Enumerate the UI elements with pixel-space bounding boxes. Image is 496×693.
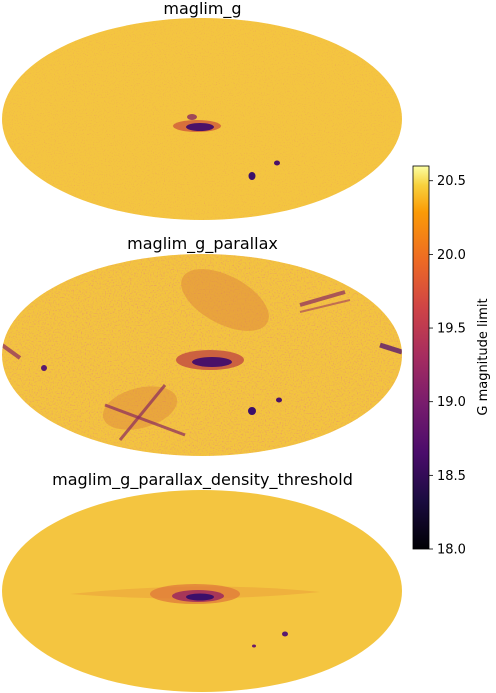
galactic-bulge-1-core	[186, 123, 214, 131]
smc-3	[252, 644, 256, 648]
colorbar-ticks: 18.0 18.5 19.0 19.5 20.0 20.5	[429, 174, 466, 558]
colorbar-tick-label: 19.0	[437, 395, 466, 410]
colorbar-tick-label: 18.5	[437, 469, 466, 484]
colorbar: 18.0 18.5 19.0 19.5 20.0 20.5 G magnitude lim…	[412, 165, 491, 558]
lmc-3	[282, 631, 288, 637]
lmc-2	[248, 407, 256, 415]
smc-1	[274, 160, 280, 166]
scan-region-1	[181, 269, 269, 331]
scan-region-2	[102, 386, 178, 430]
colorbar-tick-label: 19.5	[437, 322, 466, 337]
sky-map-1-noise	[2, 18, 402, 220]
panel-title-1: maglim_g	[163, 0, 242, 18]
smc-2	[276, 397, 282, 403]
panel-title-2: maglim_g_parallax	[127, 234, 278, 253]
sky-map-2	[2, 254, 402, 456]
colorbar-tick-label: 20.5	[437, 174, 466, 189]
colorbar-label: G magnitude limit	[476, 298, 491, 415]
galactic-bulge-2-core	[192, 357, 232, 367]
sky-map-1	[2, 18, 402, 220]
colorbar-gradient	[412, 165, 430, 550]
lmc-1	[248, 172, 256, 180]
galactic-bulge-3-core	[186, 593, 214, 601]
colorbar-tick-label: 20.0	[437, 248, 466, 263]
sky-map-3	[2, 490, 402, 692]
colorbar-tick-label: 18.0	[437, 543, 466, 558]
panel-title-3: maglim_g_parallax_density_threshold	[52, 470, 353, 489]
